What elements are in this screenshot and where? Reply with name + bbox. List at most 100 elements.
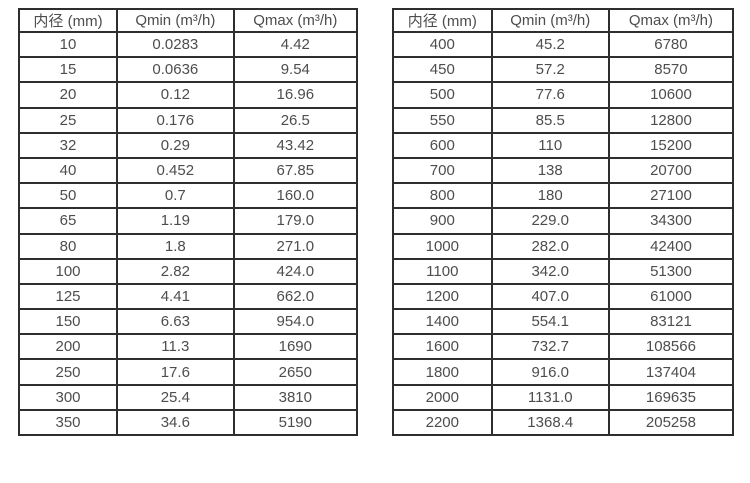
flow-range-table-left: 内径 (mm) Qmin (m³/h) Qmax (m³/h) 10 0.0283… bbox=[17, 8, 359, 437]
header-qmin: Qmin (m³/h) bbox=[490, 8, 610, 33]
cell-qmin: 0.12 bbox=[116, 81, 235, 109]
cell-qmin: 25.4 bbox=[116, 383, 235, 411]
cell-inner-diameter: 200 bbox=[17, 333, 119, 361]
cell-inner-diameter: 25 bbox=[17, 106, 119, 134]
cell-qmin: 180 bbox=[490, 182, 610, 210]
cell-qmin: 138 bbox=[490, 156, 610, 185]
table-row: 300 25.4 3810 bbox=[17, 383, 359, 411]
cell-qmax: 20700 bbox=[607, 156, 735, 185]
cell-qmax: 42400 bbox=[607, 232, 735, 260]
table-row: 100 2.82 424.0 bbox=[17, 257, 359, 285]
cell-inner-diameter: 100 bbox=[17, 257, 119, 285]
table-row: 1000 282.0 42400 bbox=[392, 232, 735, 260]
header-qmax: Qmax (m³/h) bbox=[232, 8, 359, 33]
cell-qmin: 1368.4 bbox=[490, 408, 610, 437]
table-row: 125 4.41 662.0 bbox=[17, 282, 359, 311]
cell-inner-diameter: 10 bbox=[17, 30, 119, 59]
cell-inner-diameter: 2000 bbox=[392, 383, 493, 411]
cell-qmax: 61000 bbox=[607, 282, 735, 311]
cell-inner-diameter: 800 bbox=[392, 182, 493, 210]
cell-qmin: 0.452 bbox=[116, 156, 235, 185]
header-row: 内径 (mm) Qmin (m³/h) Qmax (m³/h) bbox=[17, 8, 359, 33]
table-row: 1200 407.0 61000 bbox=[392, 282, 735, 311]
cell-qmin: 17.6 bbox=[116, 358, 235, 386]
cell-qmax: 4.42 bbox=[232, 30, 359, 59]
cell-inner-diameter: 250 bbox=[17, 358, 119, 386]
table-row: 600 110 15200 bbox=[392, 131, 735, 159]
cell-qmax: 424.0 bbox=[232, 257, 359, 285]
cell-qmax: 26.5 bbox=[232, 106, 359, 134]
cell-qmin: 407.0 bbox=[490, 282, 610, 311]
cell-qmax: 1690 bbox=[232, 333, 359, 361]
cell-qmax: 27100 bbox=[607, 182, 735, 210]
cell-inner-diameter: 350 bbox=[17, 408, 119, 437]
cell-qmax: 83121 bbox=[607, 308, 735, 336]
cell-qmin: 732.7 bbox=[490, 333, 610, 361]
cell-inner-diameter: 2200 bbox=[392, 408, 493, 437]
table-row: 400 45.2 6780 bbox=[392, 30, 735, 59]
cell-qmax: 271.0 bbox=[232, 232, 359, 260]
table-row: 40 0.452 67.85 bbox=[17, 156, 359, 185]
table-row: 500 77.6 10600 bbox=[392, 81, 735, 109]
cell-qmax: 169635 bbox=[607, 383, 735, 411]
cell-qmax: 16.96 bbox=[232, 81, 359, 109]
cell-qmax: 43.42 bbox=[232, 131, 359, 159]
cell-qmin: 110 bbox=[490, 131, 610, 159]
table-row: 32 0.29 43.42 bbox=[17, 131, 359, 159]
cell-inner-diameter: 450 bbox=[392, 56, 493, 84]
table-row: 200 11.3 1690 bbox=[17, 333, 359, 361]
cell-qmax: 5190 bbox=[232, 408, 359, 437]
header-qmax: Qmax (m³/h) bbox=[607, 8, 735, 33]
cell-qmin: 1.19 bbox=[116, 207, 235, 235]
cell-inner-diameter: 125 bbox=[17, 282, 119, 311]
cell-qmax: 137404 bbox=[607, 358, 735, 386]
header-qmin: Qmin (m³/h) bbox=[116, 8, 235, 33]
cell-qmax: 2650 bbox=[232, 358, 359, 386]
cell-inner-diameter: 1800 bbox=[392, 358, 493, 386]
cell-inner-diameter: 900 bbox=[392, 207, 493, 235]
cell-inner-diameter: 400 bbox=[392, 30, 493, 59]
cell-qmax: 954.0 bbox=[232, 308, 359, 336]
table-row: 15 0.0636 9.54 bbox=[17, 56, 359, 84]
cell-qmin: 916.0 bbox=[490, 358, 610, 386]
cell-qmax: 662.0 bbox=[232, 282, 359, 311]
table-body-right: 400 45.2 6780 450 57.2 8570 500 77.6 10600 550 85.… bbox=[392, 30, 735, 437]
table-row: 1100 342.0 51300 bbox=[392, 257, 735, 285]
cell-qmin: 0.7 bbox=[116, 182, 235, 210]
table-row: 700 138 20700 bbox=[392, 156, 735, 185]
cell-inner-diameter: 600 bbox=[392, 131, 493, 159]
cell-qmax: 34300 bbox=[607, 207, 735, 235]
cell-inner-diameter: 1100 bbox=[392, 257, 493, 285]
cell-qmax: 10600 bbox=[607, 81, 735, 109]
cell-inner-diameter: 50 bbox=[17, 182, 119, 210]
cell-qmin: 229.0 bbox=[490, 207, 610, 235]
header-row: 内径 (mm) Qmin (m³/h) Qmax (m³/h) bbox=[392, 8, 735, 33]
cell-qmin: 1131.0 bbox=[490, 383, 610, 411]
cell-qmin: 554.1 bbox=[490, 308, 610, 336]
table-row: 10 0.0283 4.42 bbox=[17, 30, 359, 59]
header-inner-diameter: 内径 (mm) bbox=[17, 8, 119, 33]
cell-inner-diameter: 1200 bbox=[392, 282, 493, 311]
cell-inner-diameter: 550 bbox=[392, 106, 493, 134]
cell-inner-diameter: 150 bbox=[17, 308, 119, 336]
table-row: 1800 916.0 137404 bbox=[392, 358, 735, 386]
cell-qmin: 0.176 bbox=[116, 106, 235, 134]
cell-qmax: 12800 bbox=[607, 106, 735, 134]
table-row: 80 1.8 271.0 bbox=[17, 232, 359, 260]
cell-qmin: 0.0283 bbox=[116, 30, 235, 59]
cell-inner-diameter: 32 bbox=[17, 131, 119, 159]
cell-qmin: 0.0636 bbox=[116, 56, 235, 84]
table-row: 250 17.6 2650 bbox=[17, 358, 359, 386]
cell-inner-diameter: 700 bbox=[392, 156, 493, 185]
cell-qmin: 4.41 bbox=[116, 282, 235, 311]
cell-qmin: 85.5 bbox=[490, 106, 610, 134]
table-row: 900 229.0 34300 bbox=[392, 207, 735, 235]
cell-qmax: 179.0 bbox=[232, 207, 359, 235]
cell-qmin: 77.6 bbox=[490, 81, 610, 109]
table-row: 1400 554.1 83121 bbox=[392, 308, 735, 336]
table-row: 2000 1131.0 169635 bbox=[392, 383, 735, 411]
cell-inner-diameter: 1000 bbox=[392, 232, 493, 260]
table-body-left: 10 0.0283 4.42 15 0.0636 9.54 20 0.12 16.96 25 0.1… bbox=[17, 30, 359, 437]
cell-qmax: 205258 bbox=[607, 408, 735, 437]
cell-qmax: 67.85 bbox=[232, 156, 359, 185]
